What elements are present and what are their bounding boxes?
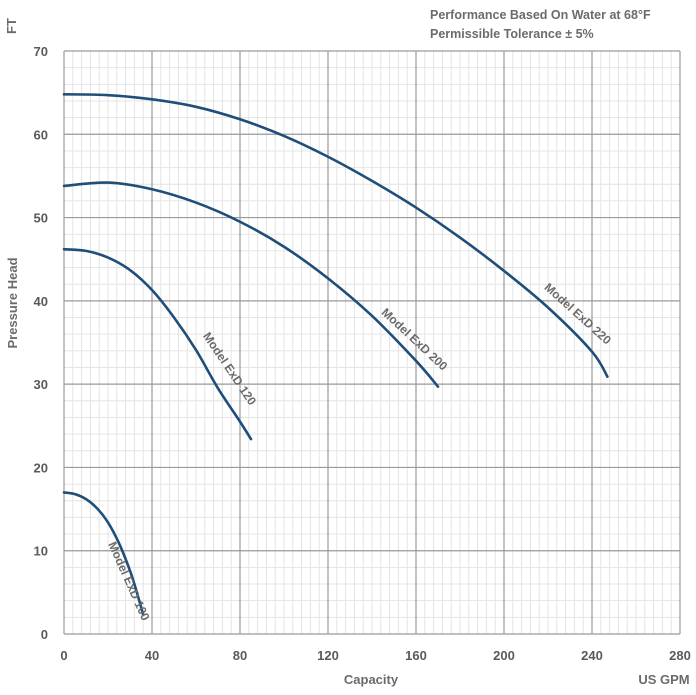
chart-note-tolerance: Permissible Tolerance ± 5%: [430, 27, 594, 41]
y-tick-label: 60: [34, 127, 48, 142]
x-axis-title: Capacity: [344, 672, 399, 687]
x-axis-ticks: 0 40 80 120 160 200 240 280: [60, 648, 690, 663]
y-tick-label: 20: [34, 460, 48, 475]
x-tick-label: 240: [581, 648, 603, 663]
minor-grid: [64, 51, 680, 634]
x-tick-label: 120: [317, 648, 339, 663]
y-tick-label: 40: [34, 294, 48, 309]
x-tick-label: 280: [669, 648, 691, 663]
y-axis-ticks: 0 10 20 30 40 50 60 70: [34, 44, 48, 642]
y-tick-label: 0: [41, 627, 48, 642]
y-tick-label: 70: [34, 44, 48, 59]
x-axis-unit-label: US GPM: [638, 672, 689, 687]
y-tick-label: 10: [34, 544, 48, 559]
x-tick-label: 80: [233, 648, 247, 663]
x-tick-label: 160: [405, 648, 427, 663]
x-tick-label: 200: [493, 648, 515, 663]
y-axis-unit-label: FT: [4, 18, 19, 34]
y-tick-label: 30: [34, 377, 48, 392]
series-label: Model ExD 100: [105, 540, 152, 623]
chart-note-water-temperature: Performance Based On Water at 68°F: [430, 8, 651, 22]
series-line: [64, 249, 251, 439]
y-tick-label: 50: [34, 211, 48, 226]
x-tick-label: 40: [145, 648, 159, 663]
pump-curves: [64, 94, 607, 615]
series-label: Model ExD 120: [200, 330, 259, 408]
x-tick-label: 0: [60, 648, 67, 663]
y-axis-title: Pressure Head: [5, 257, 20, 348]
